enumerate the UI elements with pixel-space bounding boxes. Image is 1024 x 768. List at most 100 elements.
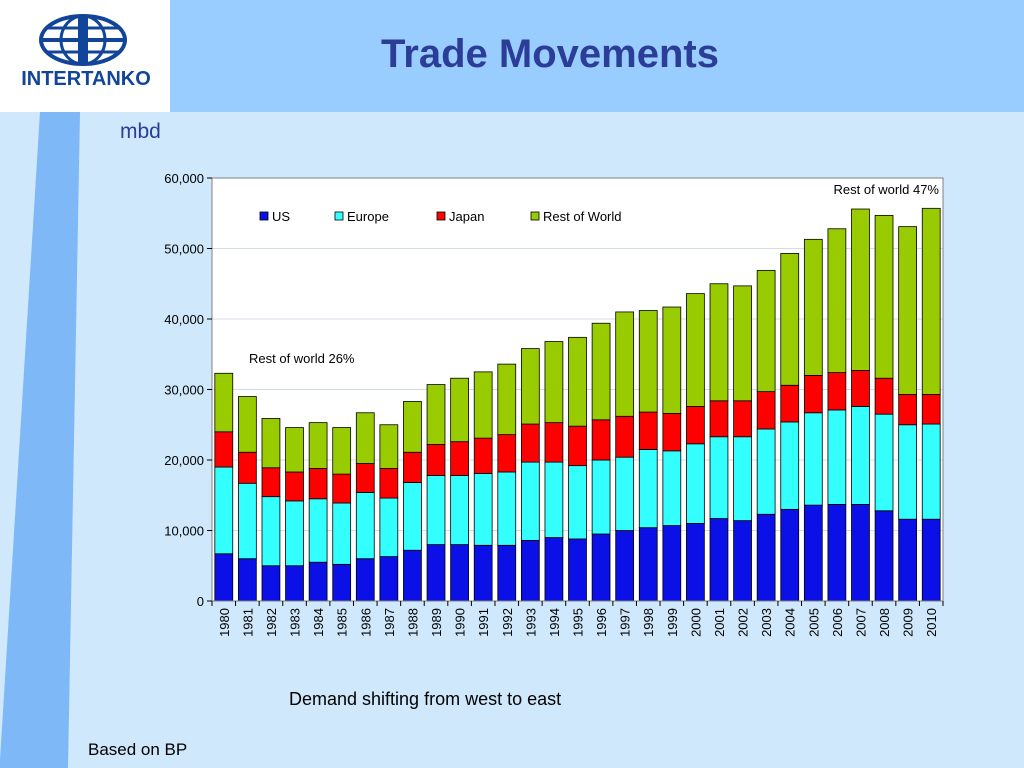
- bar-us-1981: [238, 558, 257, 602]
- bar-europe-1989: [426, 475, 446, 546]
- bar-japan-1989: [426, 444, 446, 476]
- y-tick-label: 20,000: [164, 453, 204, 468]
- bar-japan-2010: [921, 394, 941, 425]
- y-tick-label: 40,000: [164, 312, 204, 327]
- legend-label: Japan: [449, 209, 484, 224]
- bar-europe-2010: [921, 423, 941, 520]
- bar-japan-1994: [544, 422, 564, 463]
- legend-label: Europe: [347, 209, 389, 224]
- bar-us-1999: [662, 525, 682, 602]
- bar-us-2004: [780, 508, 800, 602]
- x-tick-label: 2009: [901, 608, 916, 637]
- bar-us-1987: [379, 556, 399, 602]
- bar-japan-1982: [261, 467, 281, 498]
- bar-rest-of-world-1983: [285, 427, 304, 473]
- bar-europe-1986: [355, 492, 375, 560]
- x-tick-label: 2008: [877, 608, 892, 637]
- bar-japan-1985: [332, 473, 352, 504]
- x-tick-label: 1994: [547, 608, 562, 637]
- x-tick-label: 2000: [688, 608, 703, 637]
- bar-europe-2001: [709, 436, 729, 519]
- bar-japan-1993: [520, 423, 540, 463]
- legend-swatch: [334, 211, 344, 221]
- bar-japan-1995: [568, 425, 587, 467]
- bar-japan-1992: [497, 434, 517, 473]
- bar-japan-1988: [403, 451, 422, 483]
- bar-rest-of-world-2001: [709, 283, 729, 402]
- x-tick-label: 1999: [665, 608, 680, 637]
- legend-swatch: [259, 211, 269, 221]
- source-note: Based on BP: [88, 740, 188, 759]
- bar-europe-1988: [403, 482, 422, 551]
- x-tick-label: 1980: [217, 608, 232, 637]
- bar-us-1988: [403, 549, 422, 602]
- bar-rest-of-world-1985: [332, 427, 352, 475]
- x-tick-label: 2004: [783, 608, 798, 637]
- bar-rest-of-world-1990: [450, 377, 469, 443]
- bar-japan-2009: [898, 394, 917, 426]
- bar-europe-1991: [473, 472, 493, 546]
- x-tick-label: 2006: [830, 608, 845, 637]
- chart-caption: Demand shifting from west to east: [289, 689, 562, 709]
- bar-us-1994: [544, 537, 564, 602]
- bar-us-1991: [473, 544, 493, 602]
- bar-japan-2004: [780, 384, 800, 423]
- legend-label: US: [272, 209, 290, 224]
- bar-us-2007: [851, 504, 870, 602]
- bar-japan-1987: [379, 468, 399, 499]
- bar-europe-2009: [898, 424, 917, 520]
- bar-europe-1990: [450, 475, 469, 546]
- bar-japan-1996: [591, 419, 611, 461]
- legend-label: Rest of World: [543, 209, 622, 224]
- bar-rest-of-world-1993: [520, 348, 540, 425]
- bar-europe-1984: [308, 498, 328, 563]
- bar-us-1995: [568, 538, 587, 602]
- bar-us-2001: [709, 518, 729, 602]
- bar-rest-of-world-2010: [921, 207, 941, 395]
- bar-japan-2007: [851, 370, 870, 407]
- bar-japan-2003: [756, 391, 776, 430]
- bar-japan-2002: [733, 400, 752, 438]
- bar-us-1986: [355, 558, 375, 602]
- bar-us-1984: [308, 561, 328, 602]
- bar-us-1993: [520, 539, 540, 602]
- bar-us-1990: [450, 544, 469, 602]
- bar-europe-1982: [261, 496, 281, 567]
- x-tick-label: 1993: [523, 608, 538, 637]
- bar-us-1992: [497, 544, 517, 602]
- y-tick-label: 60,000: [164, 171, 204, 186]
- bar-europe-1995: [568, 465, 587, 540]
- bar-europe-1999: [662, 450, 682, 526]
- x-tick-label: 1984: [311, 608, 326, 637]
- bar-japan-2001: [709, 400, 729, 438]
- x-tick-label: 1986: [358, 608, 373, 637]
- bar-us-1982: [261, 565, 281, 602]
- bar-japan-1998: [638, 411, 658, 450]
- bar-europe-1993: [520, 461, 540, 541]
- bar-rest-of-world-1981: [238, 396, 257, 453]
- bar-europe-1980: [214, 466, 234, 555]
- x-tick-label: 1997: [618, 608, 633, 637]
- bar-japan-1997: [615, 415, 635, 458]
- x-tick-label: 1995: [571, 608, 586, 637]
- bar-us-1997: [615, 530, 635, 602]
- x-tick-label: 2010: [924, 608, 939, 637]
- bar-rest-of-world-1997: [615, 311, 635, 417]
- bar-japan-2008: [874, 377, 894, 415]
- y-tick-label: 50,000: [164, 242, 204, 257]
- chart-annotation: Rest of world 47%: [834, 182, 940, 197]
- unit-label: mbd: [120, 120, 161, 143]
- x-tick-label: 2003: [759, 608, 774, 637]
- bar-rest-of-world-1988: [403, 401, 422, 453]
- x-tick-label: 2007: [853, 608, 868, 637]
- bar-rest-of-world-1992: [497, 363, 517, 436]
- bar-europe-1997: [615, 456, 635, 531]
- bar-europe-1987: [379, 497, 399, 557]
- bar-rest-of-world-1989: [426, 384, 446, 445]
- bar-europe-2003: [756, 428, 776, 515]
- bar-europe-1985: [332, 502, 352, 565]
- bar-europe-2002: [733, 436, 752, 522]
